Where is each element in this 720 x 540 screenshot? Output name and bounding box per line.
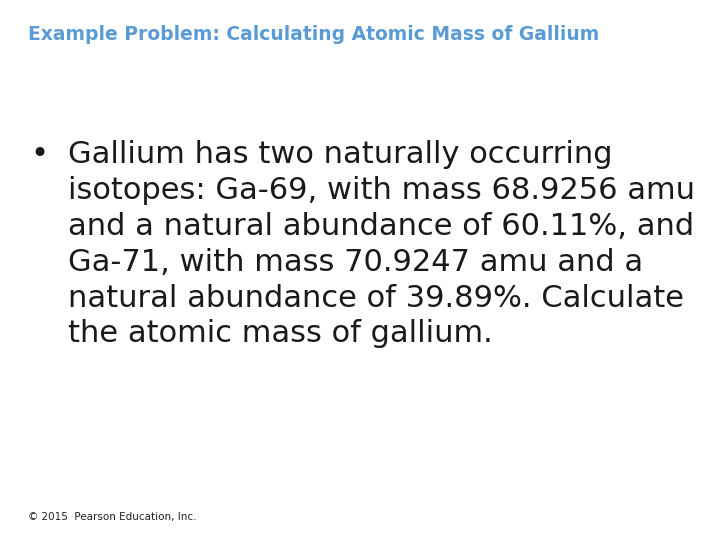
Text: •: •	[30, 140, 48, 169]
Text: Gallium has two naturally occurring
isotopes: Ga-69, with mass 68.9256 amu
and a: Gallium has two naturally occurring isot…	[68, 140, 695, 348]
Text: Example Problem: Calculating Atomic Mass of Gallium: Example Problem: Calculating Atomic Mass…	[28, 25, 599, 44]
Text: © 2015  Pearson Education, Inc.: © 2015 Pearson Education, Inc.	[28, 512, 197, 522]
